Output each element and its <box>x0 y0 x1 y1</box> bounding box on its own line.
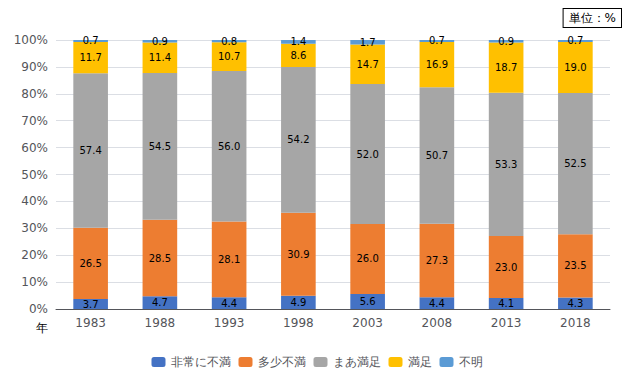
svg-text:1993: 1993 <box>214 316 245 330</box>
svg-text:非常に不満: 非常に不満 <box>171 355 231 369</box>
svg-text:0.7: 0.7 <box>83 35 99 46</box>
svg-text:18.7: 18.7 <box>495 62 517 73</box>
svg-text:2018: 2018 <box>560 316 591 330</box>
svg-text:1.4: 1.4 <box>290 36 306 47</box>
svg-text:50.7: 50.7 <box>426 150 448 161</box>
svg-text:0.7: 0.7 <box>567 35 583 46</box>
svg-text:27.3: 27.3 <box>426 255 448 266</box>
svg-text:3.7: 3.7 <box>83 299 99 310</box>
svg-text:20%: 20% <box>21 248 48 262</box>
svg-text:11.7: 11.7 <box>79 52 101 63</box>
svg-text:2008: 2008 <box>422 316 453 330</box>
svg-text:23.5: 23.5 <box>564 260 586 271</box>
svg-text:0.9: 0.9 <box>152 36 168 47</box>
svg-text:8.6: 8.6 <box>290 50 306 61</box>
svg-text:28.5: 28.5 <box>149 253 171 264</box>
svg-text:80%: 80% <box>21 87 48 101</box>
svg-text:4.3: 4.3 <box>567 298 583 309</box>
svg-text:70%: 70% <box>21 114 48 128</box>
svg-text:57.4: 57.4 <box>79 145 101 156</box>
svg-text:0.7: 0.7 <box>429 35 445 46</box>
svg-text:19.0: 19.0 <box>564 62 586 73</box>
svg-text:30.9: 30.9 <box>287 249 309 260</box>
svg-text:26.0: 26.0 <box>356 253 378 264</box>
svg-text:10.7: 10.7 <box>218 51 240 62</box>
svg-text:53.3: 53.3 <box>495 159 517 170</box>
svg-text:52.0: 52.0 <box>356 149 378 160</box>
svg-text:満足: 満足 <box>408 355 432 369</box>
svg-text:年: 年 <box>36 321 48 335</box>
svg-text:4.9: 4.9 <box>290 297 306 308</box>
svg-text:54.2: 54.2 <box>287 134 309 145</box>
svg-text:16.9: 16.9 <box>426 59 448 70</box>
svg-text:1.7: 1.7 <box>360 37 376 48</box>
svg-text:2013: 2013 <box>491 316 522 330</box>
svg-text:30%: 30% <box>21 221 48 235</box>
svg-text:50%: 50% <box>21 168 48 182</box>
svg-text:14.7: 14.7 <box>356 59 378 70</box>
svg-text:0%: 0% <box>29 302 48 316</box>
svg-text:28.1: 28.1 <box>218 254 240 265</box>
svg-text:90%: 90% <box>21 60 48 74</box>
svg-text:多少不満: 多少不満 <box>258 355 306 369</box>
svg-text:4.4: 4.4 <box>429 298 445 309</box>
svg-text:0.9: 0.9 <box>498 36 514 47</box>
svg-text:4.4: 4.4 <box>221 298 237 309</box>
svg-text:1988: 1988 <box>145 316 176 330</box>
svg-text:100%: 100% <box>14 33 48 47</box>
svg-text:60%: 60% <box>21 141 48 155</box>
svg-text:0.8: 0.8 <box>221 36 237 47</box>
svg-text:11.4: 11.4 <box>149 52 171 63</box>
svg-text:1998: 1998 <box>283 316 314 330</box>
svg-text:26.5: 26.5 <box>79 258 101 269</box>
svg-text:54.5: 54.5 <box>149 141 171 152</box>
svg-text:52.5: 52.5 <box>564 158 586 169</box>
svg-text:不明: 不明 <box>459 355 483 369</box>
svg-text:2003: 2003 <box>352 316 383 330</box>
svg-text:10%: 10% <box>21 275 48 289</box>
svg-text:56.0: 56.0 <box>218 141 240 152</box>
svg-text:4.7: 4.7 <box>152 297 168 308</box>
svg-text:4.1: 4.1 <box>498 298 514 309</box>
svg-text:まあ満足: まあ満足 <box>333 355 381 369</box>
svg-text:1983: 1983 <box>75 316 106 330</box>
svg-text:5.6: 5.6 <box>360 296 376 307</box>
svg-text:40%: 40% <box>21 194 48 208</box>
svg-text:23.0: 23.0 <box>495 262 517 273</box>
svg-text:単位：%: 単位：% <box>569 11 616 25</box>
